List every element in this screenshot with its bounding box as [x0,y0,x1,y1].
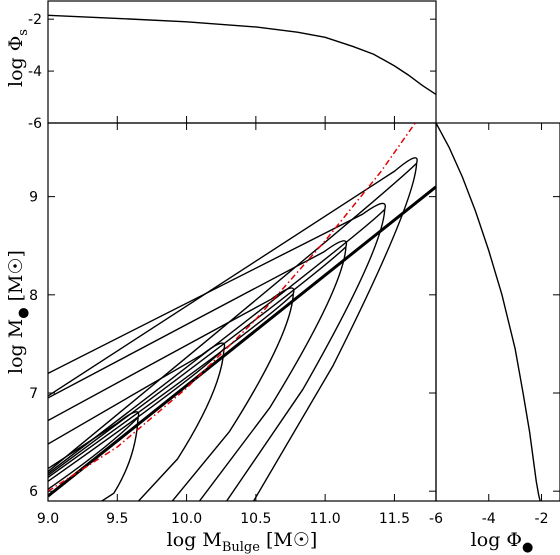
main-xtick-label: 10.0 [171,511,202,527]
top-ylabel: log Φs [5,29,31,87]
right-panel-frame [435,122,560,502]
main-ytick-label: 6 [29,484,38,500]
right-xtick-label: -6 [429,511,443,527]
relation-line [48,185,436,498]
main-xtick-label: 11.5 [379,511,410,527]
main-ylabel: log M● [M☉] [5,250,31,374]
top-panel-frame [47,0,437,124]
main-panel: 9.0 9.5 10.0 10.5 11.0 11.5 6 7 8 9 [29,123,560,527]
main-xtick-label: 10.5 [240,511,271,527]
top-ytick-label: -6 [28,116,42,132]
contour-5-lower-left [48,208,386,475]
top-series-line [47,14,437,96]
main-xlabel: log MBulge [M☉] [167,529,318,555]
right-xtick-label: -2 [535,511,549,527]
main-ytick-label: 8 [29,288,38,304]
contour-3-lower-left [48,293,294,479]
ridge-line [48,123,416,492]
contour-6 [48,157,418,501]
main-ytick-label: 7 [29,386,38,402]
right-series-line [435,122,541,502]
main-xtick-label: 9.5 [106,511,128,527]
contour-4 [48,240,348,501]
main-ytick-label: 9 [29,190,38,206]
right-xlabel: log Φ● [471,529,534,555]
main-xtick-label: 9.0 [37,511,59,527]
contour-2-lower-left [48,348,225,482]
contour-5 [48,202,386,501]
main-plot-area [48,123,436,501]
top-panel: -2 -4 -6 [28,12,437,132]
right-xtick-label: -4 [482,511,496,527]
top-ytick-label: -2 [28,12,42,28]
top-ytick-label: -4 [28,64,42,80]
contour-6-lower-left [48,162,418,473]
contour-1-lower-left [48,417,139,490]
main-xtick-label: 11.0 [310,511,341,527]
contour-4-lower-left [48,246,347,477]
right-panel: -6 -4 -2 [429,122,549,527]
